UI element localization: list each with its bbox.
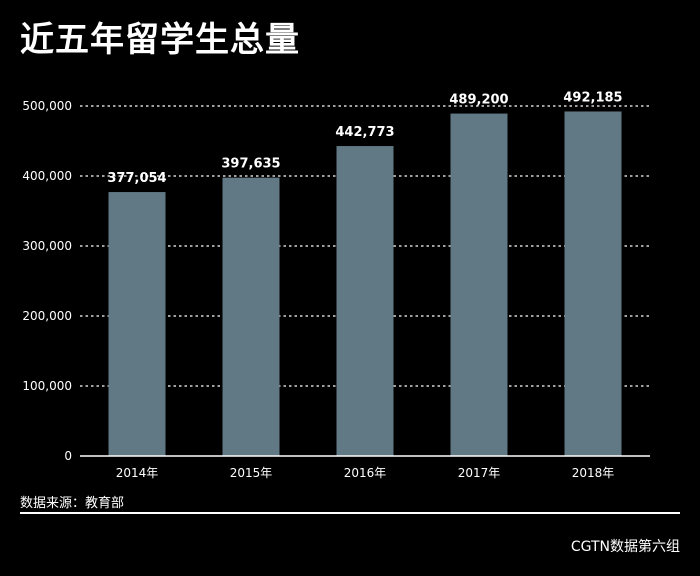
bar [564, 111, 622, 457]
x-tick-label: 2018年 [572, 466, 615, 480]
y-tick-label: 100,000 [22, 379, 72, 393]
data-source: 数据来源：教育部 [20, 496, 125, 511]
chart-title: 近五年留学生总量 [20, 20, 300, 60]
bar [108, 192, 166, 456]
bar-chart: 0 100,000 200,000 300,000 400,000 500,000 377… [22, 90, 650, 480]
bar-value-label: 489,200 [449, 93, 508, 108]
y-tick-label: 300,000 [22, 239, 72, 253]
bar-value-label: 377,054 [107, 171, 166, 186]
y-tick-label: 200,000 [22, 309, 72, 323]
bar-value-label: 442,773 [335, 125, 394, 140]
y-tick-label: 0 [64, 449, 72, 463]
bar [222, 177, 280, 456]
bar [450, 113, 508, 456]
divider [20, 512, 680, 514]
bars [108, 111, 622, 457]
x-axis-ticks: 2014年 2015年 2016年 2017年 2018年 [116, 466, 615, 480]
x-tick-label: 2014年 [116, 466, 159, 480]
y-tick-label: 400,000 [22, 169, 72, 183]
x-tick-label: 2015年 [230, 466, 273, 480]
x-tick-label: 2016年 [344, 466, 387, 480]
bar-value-label: 492,185 [563, 90, 622, 105]
bar-value-label: 397,635 [221, 157, 280, 172]
credit: CGTN数据第六组 [570, 539, 680, 555]
bar [336, 146, 394, 456]
gridlines [80, 105, 650, 387]
x-tick-label: 2017年 [458, 466, 501, 480]
data-labels: 377,054 397,635 442,773 489,200 492,185 [107, 90, 622, 186]
y-tick-label: 500,000 [22, 99, 72, 113]
y-axis-ticks: 0 100,000 200,000 300,000 400,000 500,000 [22, 99, 72, 463]
